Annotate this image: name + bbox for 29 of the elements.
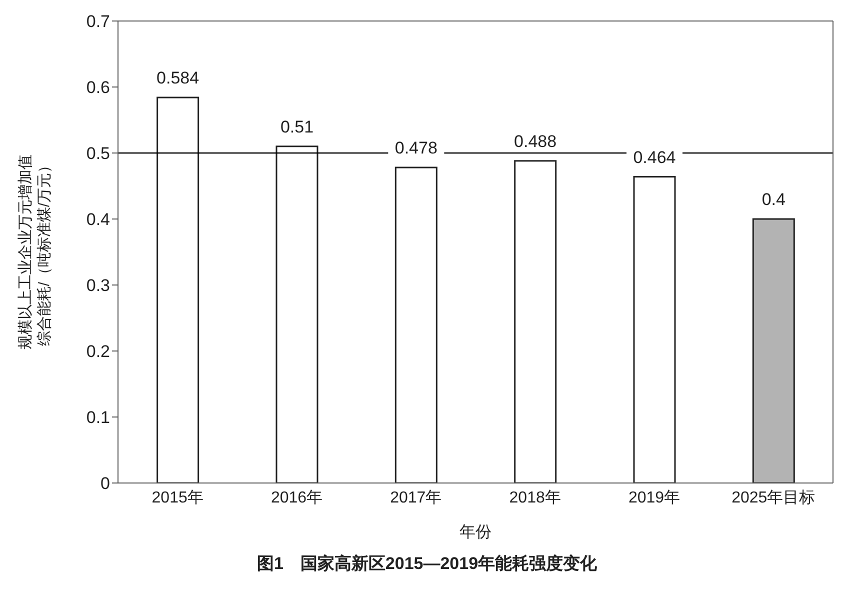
y-tick-label: 0.4 — [86, 210, 110, 230]
y-tick-label: 0.1 — [86, 408, 110, 428]
x-tick-label: 2017年 — [390, 489, 442, 506]
bar — [514, 160, 557, 483]
data-label: 0.488 — [514, 132, 557, 151]
data-label: 0.584 — [156, 68, 200, 88]
y-tick-label: 0.3 — [86, 276, 110, 296]
data-label: 0.478 — [394, 138, 438, 158]
y-axis-title: 规模以上工业企业万元增加值综合能耗/（吨标准煤/万元） — [17, 154, 53, 350]
x-axis-title: 年份 — [460, 524, 492, 541]
data-label: 0.4 — [762, 190, 786, 209]
text: 图1 国家高新区2015—2019年能耗强度变化 — [256, 553, 598, 575]
x-tick-label: 2015年 — [152, 489, 204, 506]
y-tick-label: 0.7 — [86, 12, 110, 32]
x-tick-label: 2019年 — [628, 489, 680, 506]
bar — [394, 166, 438, 483]
data-label: 0.51 — [280, 117, 314, 136]
y-tick-label: 0.6 — [86, 78, 110, 98]
x-tick-label: 2025年目标 — [732, 489, 816, 506]
y-tick-label: 0.5 — [86, 144, 110, 164]
bar — [633, 176, 676, 483]
x-tick-label: 2016年 — [270, 489, 323, 506]
data-label: 0.464 — [633, 148, 676, 167]
y-tick-label: 0.2 — [86, 342, 110, 362]
bar — [752, 218, 795, 483]
x-tick-label: 2018年 — [509, 489, 561, 506]
bar — [156, 96, 200, 483]
y-tick-label: 0 — [100, 474, 110, 494]
bar — [276, 146, 318, 483]
